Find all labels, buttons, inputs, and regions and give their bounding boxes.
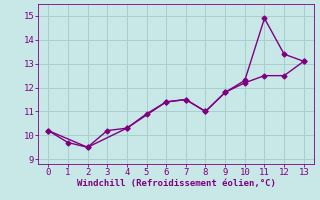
X-axis label: Windchill (Refroidissement éolien,°C): Windchill (Refroidissement éolien,°C): [76, 179, 276, 188]
